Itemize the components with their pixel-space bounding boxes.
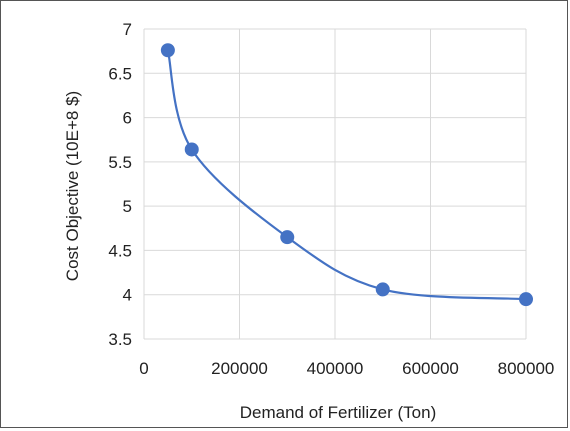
x-axis-title: Demand of Fertilizer (Ton) [240,403,437,422]
series-line-layer [166,50,527,301]
data-point [375,282,390,297]
x-tick-label: 400000 [307,359,364,378]
x-tick-label: 0 [139,359,148,378]
data-point [184,142,199,157]
x-tick-label: 200000 [211,359,268,378]
y-tick-label: 6.5 [108,64,132,83]
data-point [160,43,175,58]
y-tick-label: 5 [123,197,132,216]
y-tick-labels: 3.5 4 4.5 5 5.5 6 6.5 7 [108,20,132,349]
y-tick-label: 6 [123,109,132,128]
y-tick-label: 7 [123,20,132,39]
series-line [166,50,527,301]
x-tick-label: 600000 [402,359,459,378]
data-point [519,292,533,307]
grid-lines [143,28,527,340]
data-point [280,230,295,245]
x-tick-label: 800000 [498,359,555,378]
x-tick-labels: 0 200000 400000 600000 800000 [139,359,554,378]
y-tick-label: 3.5 [108,330,132,349]
data-points [160,43,533,307]
y-axis-title: Cost Objective (10E+8 $) [63,91,82,281]
y-tick-label: 4 [123,286,132,305]
y-tick-label: 4.5 [108,241,132,260]
y-tick-label: 5.5 [108,153,132,172]
